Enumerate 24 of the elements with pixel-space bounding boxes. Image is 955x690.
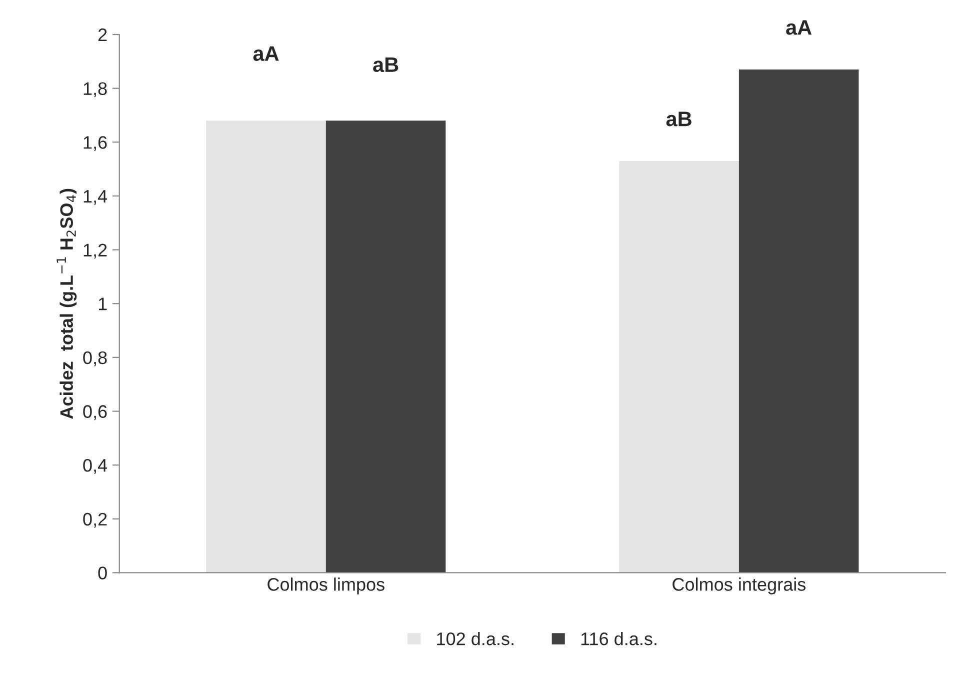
- bar: [206, 120, 326, 573]
- y-tick-label: 1,4: [84, 190, 108, 205]
- x-tick-label: Colmos limpos: [268, 578, 384, 594]
- y-tick-label: 0,6: [83, 405, 107, 420]
- y-tick-label: 1,8: [84, 82, 107, 98]
- bar: [738, 69, 859, 573]
- annotation: aB: [666, 112, 692, 126]
- y-tick-label: 1,6: [84, 136, 107, 151]
- y-tick-label: 2: [98, 28, 107, 42]
- bar: [326, 120, 446, 573]
- annotation: aA: [786, 20, 812, 35]
- y-tick-label: 0,8: [83, 351, 107, 366]
- x-tick-label: Colmos integrais: [672, 578, 806, 594]
- legend-label: 116 d.a.s.: [581, 632, 656, 646]
- y-tick-label: 0,4: [83, 458, 108, 474]
- legend-label: 102 d.a.s.: [437, 632, 514, 646]
- annotation: aA: [253, 46, 279, 61]
- y-tick-label: 1: [98, 298, 107, 310]
- bar: [619, 160, 739, 573]
- annotation: aB: [373, 58, 398, 72]
- y-tick-label: 1,2: [84, 244, 107, 259]
- y-tick-label: 0,2: [83, 512, 107, 528]
- y-tick-label: 0: [98, 566, 107, 580]
- y-axis-title: Acidez total (g.L$^{−1}$ H$_{2}$SO$_{4}$): [56, 188, 77, 419]
